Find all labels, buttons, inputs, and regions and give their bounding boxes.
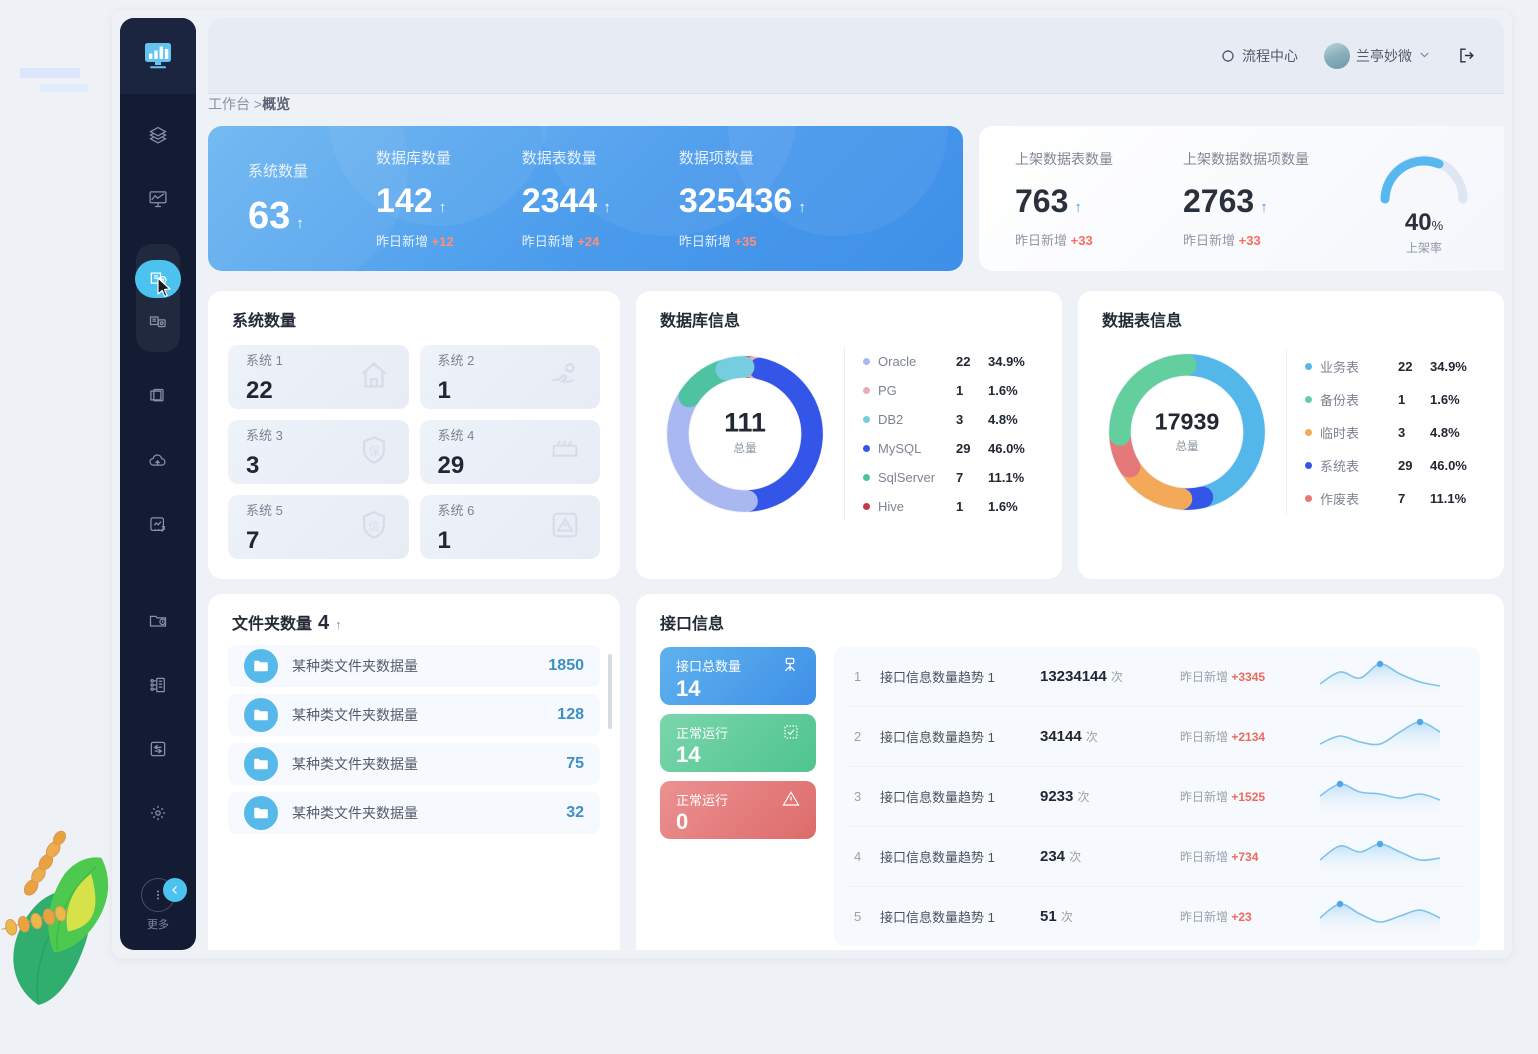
svg-text:17939: 17939 bbox=[1155, 408, 1220, 434]
svg-text:总量: 总量 bbox=[1175, 439, 1199, 453]
svg-text:111: 111 bbox=[724, 407, 766, 437]
svg-text:总量: 总量 bbox=[733, 441, 757, 455]
svg-text:保: 保 bbox=[368, 443, 380, 457]
svg-text:信: 信 bbox=[368, 519, 379, 532]
